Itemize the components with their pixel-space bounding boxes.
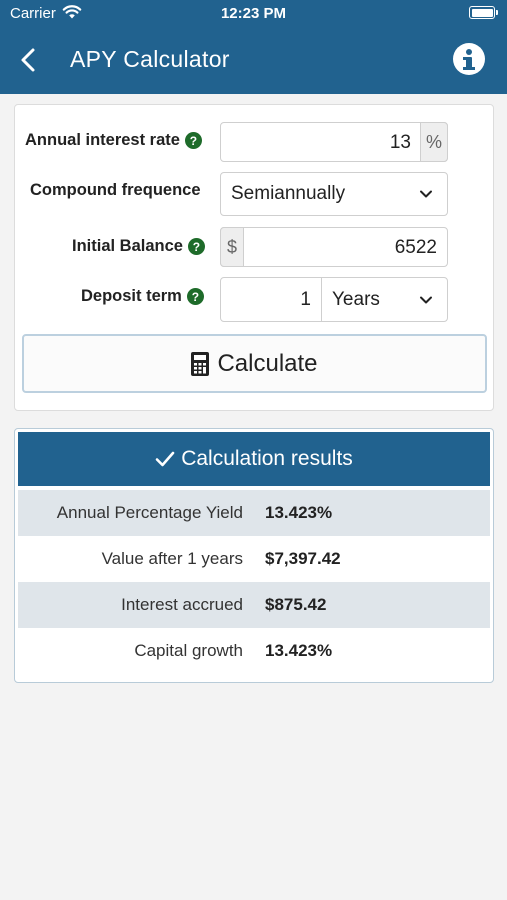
balance-label: Initial Balance ? [72,237,205,256]
percent-addon: % [420,122,448,162]
result-row-interest: Interest accrued $875.42 [18,582,490,628]
result-row-value: Value after 1 years $7,397.42 [18,536,490,582]
term-label: Deposit term ? [81,287,204,306]
question-icon[interactable]: ? [186,288,204,305]
dollar-addon: $ [220,227,244,267]
battery-icon [469,6,498,19]
term-value: 1 [300,289,311,310]
term-input[interactable]: 1 [220,277,322,322]
chevron-left-icon[interactable] [14,46,42,74]
result-value: 13.423% [265,641,333,660]
app-header: Carrier 12:23 PM APY Calculator [0,0,507,94]
nav-bar: APY Calculator [0,28,507,94]
results-header: Calculation results [18,432,490,486]
status-time: 12:23 PM [220,5,287,22]
check-icon [155,451,175,467]
result-row-growth: Capital growth 13.423% [18,628,490,674]
result-row-apy: Annual Percentage Yield 13.423% [18,490,490,536]
result-label: Interest accrued [121,595,243,614]
term-unit-select[interactable]: Years [321,277,448,322]
result-value: 13.423% [265,503,333,522]
calculate-label: Calculate [217,349,318,377]
compound-label-text: Compound frequence [30,181,201,199]
carrier-label: Carrier [10,5,56,22]
wifi-icon [62,5,82,19]
chevron-down-icon [420,296,432,304]
annual-rate-label: Annual interest rate ? [25,131,202,150]
question-icon[interactable]: ? [187,238,205,255]
question-icon[interactable]: ? [184,132,202,149]
balance-label-text: Initial Balance [72,237,183,255]
results-panel: Calculation results Annual Percentage Yi… [14,428,494,683]
result-label: Annual Percentage Yield [56,503,243,522]
info-icon[interactable] [453,43,485,75]
chevron-down-icon [420,190,432,198]
page-title: APY Calculator [70,46,230,72]
result-label: Value after 1 years [101,549,243,568]
annual-rate-value: 13 [389,132,411,153]
input-form: Annual interest rate ? 13 % Compound fre… [14,104,494,411]
calculator-icon [191,351,210,376]
balance-value: 6522 [394,237,437,258]
term-label-text: Deposit term [81,287,182,305]
annual-rate-input[interactable]: 13 % [220,122,448,162]
status-bar: Carrier 12:23 PM [0,0,507,28]
annual-rate-label-text: Annual interest rate [25,131,180,149]
compound-select[interactable]: Semiannually [220,172,448,216]
result-value: $875.42 [265,595,327,614]
results-title: Calculation results [181,447,353,470]
balance-input[interactable]: $ 6522 [220,227,448,267]
result-label: Capital growth [134,641,243,660]
compound-selected-value: Semiannually [231,183,346,204]
term-unit-value: Years [332,289,380,310]
compound-label: Compound frequence [30,181,201,200]
calculate-button[interactable]: Calculate [22,334,487,393]
result-value: $7,397.42 [265,549,341,568]
